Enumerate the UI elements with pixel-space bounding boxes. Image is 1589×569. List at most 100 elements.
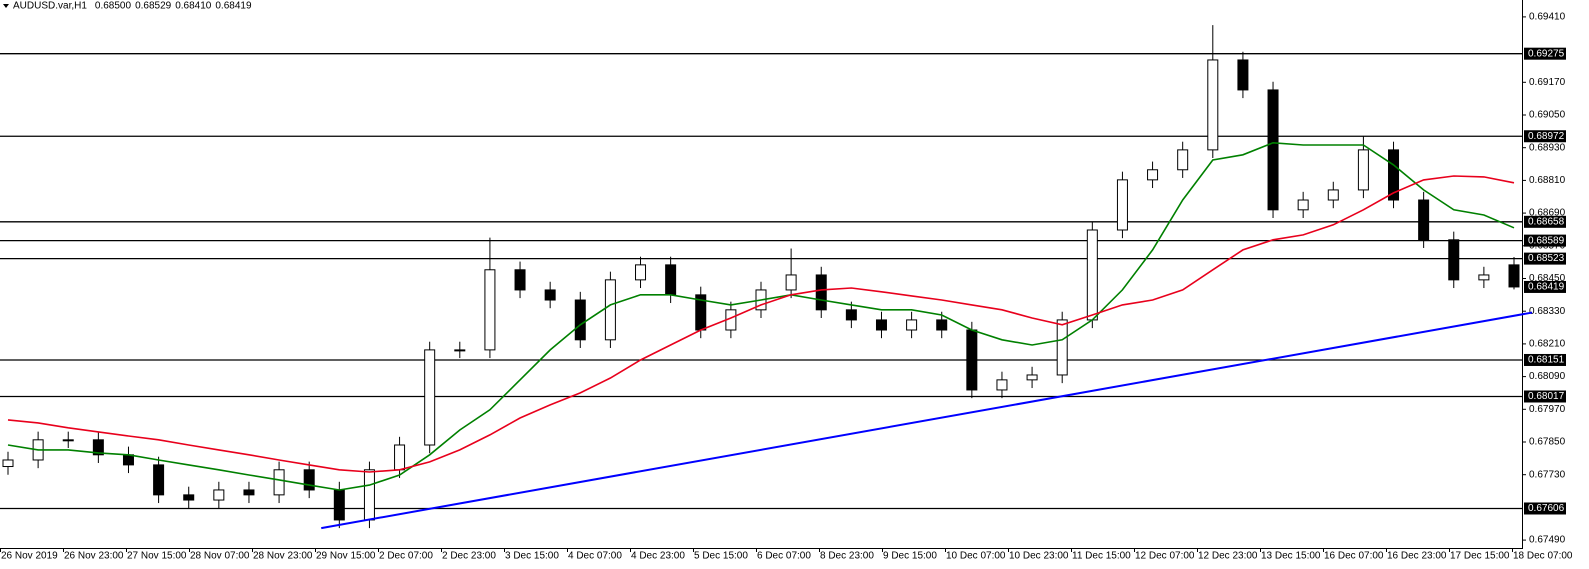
moving-average [7,141,1515,491]
candle-body [544,289,556,301]
level-label: 0.69275 [1528,48,1565,59]
candle-body [424,349,436,446]
y-tick-label: 0.69170 [1529,77,1566,88]
x-tick-label: 10 Dec 23:00 [1009,551,1069,562]
y-tick-label: 0.68450 [1529,273,1566,284]
x-tick-label: 26 Nov 23:00 [64,551,124,562]
candle-body [1177,149,1189,171]
candle-body [1388,149,1400,201]
y-tick-label: 0.69410 [1529,12,1566,23]
candle-body [1327,189,1339,201]
level-label-bg [1524,215,1566,228]
level-label-bg [1524,353,1566,366]
candle-body [875,319,887,331]
header-value: 0.68419 [215,1,252,12]
candle-body [1207,59,1219,151]
level-label: 0.68523 [1528,253,1565,264]
x-tick-label: 8 Dec 23:00 [820,551,874,562]
candle-body [1086,229,1098,321]
current-price-bg [1524,280,1566,293]
x-tick-label: 16 Dec 23:00 [1387,551,1447,562]
candle-body [1508,264,1520,288]
candle-body [1026,374,1038,381]
level-label-bg [1524,252,1566,265]
level-label: 0.68658 [1528,216,1565,227]
candle-body [273,469,285,496]
x-tick-label: 27 Nov 15:00 [127,551,187,562]
current-price-label: 0.68419 [1528,282,1565,293]
level-label-bg [1524,130,1566,143]
moving-average [7,175,1515,473]
x-tick-label: 28 Nov 23:00 [253,551,313,562]
level-label: 0.67606 [1528,503,1565,514]
x-tick-label: 12 Dec 23:00 [1198,551,1258,562]
candle-body [1418,199,1430,241]
x-tick-label: 11 Dec 15:00 [1072,551,1131,562]
candle-body [1357,149,1369,191]
candle-body [635,264,647,281]
x-tick-label: 16 Dec 07:00 [1324,551,1384,562]
candle-body [454,349,466,352]
candle-body [1116,179,1128,231]
level-label-bg [1524,234,1566,247]
candle-body [303,469,315,491]
y-tick-label: 0.67850 [1529,437,1566,448]
candle-body [394,444,406,471]
level-label: 0.68017 [1528,391,1565,402]
candle-body [363,469,375,521]
y-tick-label: 0.68330 [1529,306,1566,317]
candle-body [2,459,14,468]
y-tick-label: 0.68930 [1529,142,1566,153]
candle-body [243,489,255,496]
menu-triangle[interactable] [3,4,9,8]
y-tick-label: 0.68810 [1529,175,1566,186]
candle-body [574,299,586,341]
x-tick-label: 10 Dec 07:00 [946,551,1006,562]
level-label-bg [1524,502,1566,515]
x-tick-label: 29 Nov 15:00 [316,551,376,562]
candle-body [514,269,526,291]
candle-body [845,309,857,321]
candle-body [966,329,978,391]
candle-body [213,489,225,501]
candle-body [996,379,1008,391]
candle-body [484,269,496,351]
candle-body [153,464,165,496]
x-tick-label: 12 Dec 07:00 [1135,551,1195,562]
x-tick-label: 2 Dec 23:00 [442,551,496,562]
y-tick-label: 0.68210 [1529,339,1566,350]
x-tick-label: 9 Dec 15:00 [883,551,937,562]
candle-body [122,454,134,466]
candle-body [936,319,948,331]
x-tick-label: 13 Dec 15:00 [1261,551,1321,562]
candle-body [906,319,918,331]
candle-body [183,494,195,501]
x-tick-label: 2 Dec 07:00 [379,551,433,562]
x-tick-label: 6 Dec 07:00 [757,551,811,562]
x-tick-label: 4 Dec 23:00 [631,551,685,562]
candle-body [92,439,104,456]
x-tick-label: 3 Dec 15:00 [505,551,559,562]
header-value: 0.68529 [135,1,172,12]
x-tick-label: 28 Nov 07:00 [190,551,250,562]
level-label: 0.68972 [1528,131,1565,142]
level-label-bg [1524,390,1566,403]
trendline [321,311,1533,530]
header-value: 0.68410 [175,1,212,12]
candle-body [1056,319,1068,376]
level-label: 0.68589 [1528,235,1565,246]
x-tick-label: 17 Dec 15:00 [1450,551,1510,562]
candle-body [1147,169,1159,181]
candle-body [665,264,677,296]
y-tick-label: 0.67970 [1529,404,1566,415]
header-values: 0.68500 0.68529 0.68410 0.68419 [95,1,252,12]
level-label: 0.68151 [1528,355,1565,366]
candle-body [62,439,74,442]
candle-body [333,489,345,521]
candle-body [1237,59,1249,91]
candle-body [1448,239,1460,281]
y-tick-label: 0.68090 [1529,371,1566,382]
level-label-bg [1524,47,1566,60]
